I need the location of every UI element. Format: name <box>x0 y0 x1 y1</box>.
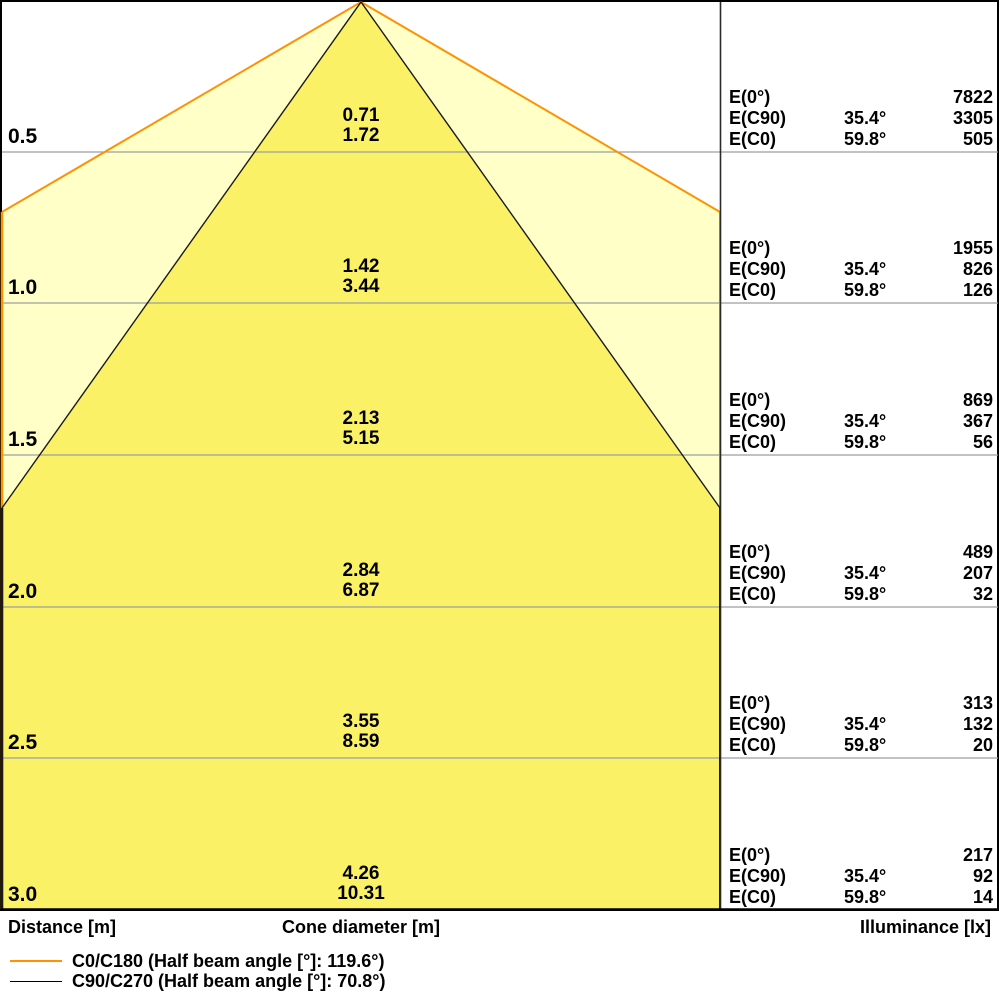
e0-label: E(0°) <box>729 845 771 865</box>
illuminance-table-row: E(0°) 489 E(C90) 35.4° 207 E(C0) 59.8° 32 <box>729 542 993 605</box>
ec0-value: 14 <box>972 887 993 907</box>
e0-value: 7822 <box>952 87 993 107</box>
ec90-label: E(C90) <box>729 563 787 583</box>
ec0-value: 32 <box>972 584 993 604</box>
cone-diameter-c90: 4.26 <box>342 863 380 884</box>
ec0-value: 20 <box>972 735 993 755</box>
distance-label: 2.0 <box>8 580 38 603</box>
ec0-angle: 59.8° <box>844 129 887 149</box>
distance-axis-label: Distance [m] <box>8 917 117 937</box>
cone-diagram-chart: 0.5 0.71 1.72 E(0°) 7822 E(C90) 35.4° 3305 … <box>0 0 999 911</box>
cone-diameter-c90: 0.71 <box>342 105 380 126</box>
e0-value: 313 <box>962 693 993 713</box>
illuminance-table-row: E(0°) 313 E(C90) 35.4° 132 E(C0) 59.8° 20 <box>729 693 993 756</box>
illuminance-axis-label: Illuminance [lx] <box>859 917 991 937</box>
ec90-value: 826 <box>962 259 993 279</box>
e0-label: E(0°) <box>729 238 771 258</box>
e0-value: 869 <box>962 390 993 410</box>
ec90-angle: 35.4° <box>844 108 887 128</box>
distance-label: 2.5 <box>8 731 38 754</box>
ec0-value: 56 <box>972 432 993 452</box>
ec90-angle: 35.4° <box>844 714 887 734</box>
distance-label: 3.0 <box>8 883 38 906</box>
ec90-angle: 35.4° <box>844 563 887 583</box>
illuminance-table-row: E(0°) 1955 E(C90) 35.4° 826 E(C0) 59.8° 126 <box>729 238 993 301</box>
legend: C0/C180 (Half beam angle [°]: 119.6°) C9… <box>10 951 386 991</box>
illuminance-table-row: E(0°) 7822 E(C90) 35.4° 3305 E(C0) 59.8° 505 <box>729 87 993 150</box>
ec0-value: 126 <box>962 280 993 300</box>
illuminance-table-row: E(0°) 869 E(C90) 35.4° 367 E(C0) 59.8° 56 <box>729 390 993 453</box>
e0-value: 217 <box>962 845 993 865</box>
ec0-value: 505 <box>962 129 993 149</box>
cone-diameter-values: 4.26 10.31 <box>241 864 481 904</box>
cone-diameter-c90: 3.55 <box>342 711 380 732</box>
cone-diameter-c90: 1.42 <box>342 256 380 277</box>
ec90-label: E(C90) <box>729 714 787 734</box>
distance-gridlines <box>2 151 998 759</box>
c90-c270-line-swatch <box>10 980 62 982</box>
ec90-label: E(C90) <box>729 411 787 431</box>
e0-label: E(0°) <box>729 87 771 107</box>
ec0-label: E(C0) <box>729 280 777 300</box>
ec0-angle: 59.8° <box>844 887 887 907</box>
cone-diameter-c90: 2.13 <box>342 408 380 429</box>
ec0-label: E(C0) <box>729 584 777 604</box>
ec0-label: E(C0) <box>729 432 777 452</box>
cone-diameter-c0: 8.59 <box>342 731 380 752</box>
distance-label: 1.5 <box>8 428 38 451</box>
cone-diameter-c0: 3.44 <box>342 276 380 297</box>
legend-label-c0-c180: C0/C180 (Half beam angle [°]: 119.6°) <box>72 951 385 971</box>
ec0-label: E(C0) <box>729 735 777 755</box>
cone-diameter-c90: 2.84 <box>342 560 380 581</box>
cone-diameter-values: 2.84 6.87 <box>241 561 481 601</box>
ec0-label: E(C0) <box>729 887 777 907</box>
legend-item-c90-c270: C90/C270 (Half beam angle [°]: 70.8°) <box>10 971 386 991</box>
ec90-label: E(C90) <box>729 259 787 279</box>
e0-label: E(0°) <box>729 390 771 410</box>
narrow-cone-edge-lines <box>1 0 721 509</box>
cone-diameter-values: 3.55 8.59 <box>241 712 481 752</box>
ec90-value: 367 <box>962 411 993 431</box>
cone-diagram-canvas <box>0 0 999 911</box>
ec90-angle: 35.4° <box>844 411 887 431</box>
ec0-angle: 59.8° <box>844 432 887 452</box>
legend-label-c90-c270: C90/C270 (Half beam angle [°]: 70.8°) <box>72 971 386 991</box>
cone-diameter-c0: 10.31 <box>337 883 385 904</box>
ec90-angle: 35.4° <box>844 866 887 886</box>
ec90-label: E(C90) <box>729 108 787 128</box>
distance-label: 0.5 <box>8 125 38 148</box>
ec90-label: E(C90) <box>729 866 787 886</box>
legend-item-c0-c180: C0/C180 (Half beam angle [°]: 119.6°) <box>10 951 386 971</box>
illuminance-table-row: E(0°) 217 E(C90) 35.4° 92 E(C0) 59.8° 14 <box>729 845 993 908</box>
ec90-value: 3305 <box>952 108 993 128</box>
cone-diameter-c0: 5.15 <box>342 428 380 449</box>
ec0-angle: 59.8° <box>844 584 887 604</box>
cone-diameter-values: 0.71 1.72 <box>241 106 481 146</box>
ec90-angle: 35.4° <box>844 259 887 279</box>
ec90-value: 132 <box>962 714 993 734</box>
distance-label: 1.0 <box>8 276 38 299</box>
e0-value: 1955 <box>952 238 993 258</box>
cone-diameter-c0: 6.87 <box>342 580 380 601</box>
e0-label: E(0°) <box>729 542 771 562</box>
cone-diameter-values: 1.42 3.44 <box>241 257 481 297</box>
ec0-angle: 59.8° <box>844 280 887 300</box>
cone-diameter-values: 2.13 5.15 <box>241 409 481 449</box>
e0-value: 489 <box>962 542 993 562</box>
cone-diameter-axis-label: Cone diameter [m] <box>281 917 441 937</box>
e0-label: E(0°) <box>729 693 771 713</box>
ec0-label: E(C0) <box>729 129 777 149</box>
ec90-value: 207 <box>962 563 993 583</box>
cone-diameter-c0: 1.72 <box>342 125 380 146</box>
ec0-angle: 59.8° <box>844 735 887 755</box>
ec90-value: 92 <box>972 866 993 886</box>
c0-c180-line-swatch <box>10 960 62 962</box>
